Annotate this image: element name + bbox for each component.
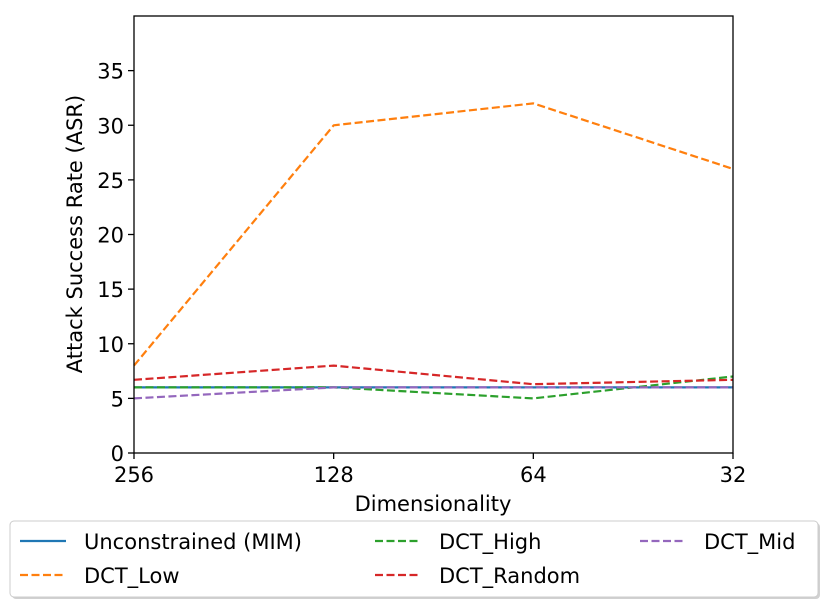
y-axis-title: Attack Success Rate (ASR) — [63, 95, 87, 373]
x-axis-title: Dimensionality — [355, 492, 512, 516]
plot-area — [133, 15, 734, 454]
legend-label: DCT_Random — [439, 564, 580, 589]
y-tick-label: 25 — [97, 169, 124, 193]
y-tick-label: 5 — [111, 387, 124, 411]
x-tick-label: 32 — [720, 463, 747, 487]
series-line-dct-random — [133, 364, 734, 386]
x-tick-label: 128 — [314, 463, 354, 487]
series-line-dct-low — [133, 102, 734, 367]
y-tick-label: 0 — [111, 442, 124, 466]
y-axis-ticks: 0 5 10 15 20 25 30 35 — [97, 60, 134, 466]
legend-label: DCT_Low — [84, 564, 180, 589]
legend-label: DCT_High — [439, 530, 541, 555]
series-layer — [133, 102, 734, 400]
series-line-dct-mid — [133, 386, 733, 400]
legend: Unconstrained (MIM) DCT_Low DCT_High DCT_Ra… — [9, 520, 820, 599]
x-axis-ticks: 256 128 64 32 — [114, 453, 746, 487]
y-tick-label: 20 — [97, 224, 124, 248]
y-tick-label: 35 — [97, 60, 124, 84]
legend-box — [9, 520, 819, 598]
y-tick-label: 10 — [97, 333, 124, 357]
x-tick-label: 64 — [520, 463, 547, 487]
legend-label: DCT_Mid — [704, 530, 795, 555]
y-tick-label: 15 — [97, 278, 124, 302]
y-tick-label: 30 — [97, 114, 124, 138]
legend-label: Unconstrained (MIM) — [84, 530, 302, 554]
x-tick-label: 256 — [114, 463, 154, 487]
